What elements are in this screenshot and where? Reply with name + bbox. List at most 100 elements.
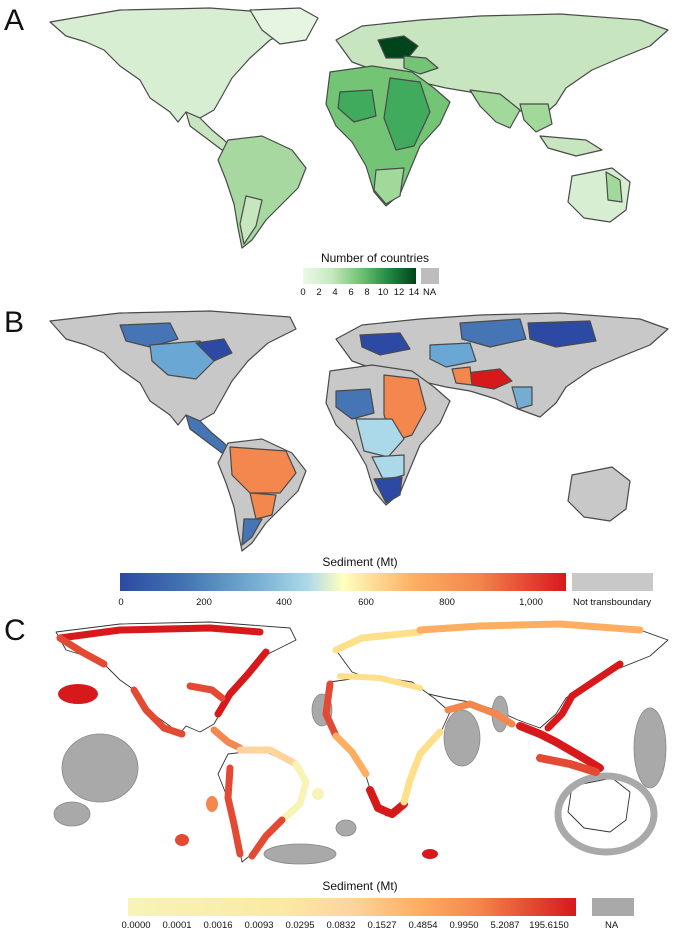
tick-c-4: 0.0295 [285,920,315,931]
coast-argentina [248,816,286,860]
basin-southern-africa [373,476,403,504]
coast-east-africa [400,728,444,806]
region-central-america [185,111,233,151]
panel-label-a: A [4,4,25,37]
colorbar-b [120,573,566,591]
tick-c-1: 0.0001 [162,920,192,931]
island-zone-atlantic [312,788,324,800]
region-central-america [185,414,233,454]
coast-alaska [56,634,108,668]
region-australia-east [605,171,623,203]
island-zone-madagascar [422,849,438,859]
coast-gulf-mexico [186,682,226,702]
tick-c-3: 0.0093 [244,920,274,931]
tick-c-0: 0.0000 [121,920,151,931]
tick-a-4: 8 [364,287,370,298]
tick-c-6: 0.1527 [367,920,397,931]
coast-indonesia [536,754,600,776]
basin-siberia-a [459,318,527,348]
legend-title-c: Sediment (Mt) [322,879,398,893]
na-zone-atlantic-2 [335,819,357,837]
coast-chile [224,764,244,858]
tick-a-2: 4 [332,287,338,298]
region-southeast-asia [519,103,553,133]
basin-indus [451,366,473,386]
tick-b-0: 0 [118,597,124,608]
coast-arabia-india [444,700,516,728]
landmass-australia [567,777,631,833]
coast-southeast-asia [516,722,604,772]
tick-a-0: 0 [300,287,306,298]
landmass-north-america [55,621,297,737]
na-swatch-a [421,268,439,284]
coast-africa-gulf-guinea [332,732,370,778]
na-zone-pacific-2 [53,801,91,827]
tick-c-8: 0.9950 [449,920,479,931]
coast-east-asia [544,660,624,732]
region-southern-cone [239,195,263,245]
na-swatch-b [572,573,653,591]
tick-b-4: 800 [439,597,455,608]
region-niger-basin [337,89,377,123]
panel-label-c: C [4,614,26,647]
tick-c-2: 0.0016 [203,920,233,931]
basin-north-america-c [195,338,233,362]
basin-siberia-b [527,320,597,348]
tick-a-7: 14 [408,287,420,298]
basin-north-america-a [119,322,179,348]
tick-b-5: 1,000 [519,597,543,608]
tick-b-2: 400 [276,597,292,608]
basin-europe [359,332,411,356]
basin-central-asia [429,342,477,368]
tick-a-1: 2 [316,287,322,298]
tick-c-7: 0.4854 [408,920,438,931]
island-zone-pacific [175,834,189,846]
island-zone-galapagos [206,796,218,812]
coast-brazil [278,760,310,824]
region-south-asia [469,89,521,129]
tick-a-5: 10 [377,287,389,298]
colorbar-c [128,898,576,916]
coast-mediterranean [337,673,423,691]
region-eastern-europe-dark [377,35,419,59]
na-zone-west-pacific [633,707,667,789]
legend-title-a: Number of countries [320,251,430,265]
colorbar-a [303,268,416,284]
landmass-australia [567,466,631,522]
island-zone-hawaii [58,684,98,704]
region-indonesia [539,135,603,157]
region-europe-mid [403,55,439,75]
basin-mekong [511,386,533,410]
na-zone-australia-ring [554,772,658,856]
basin-congo [355,418,405,458]
coast-us-east [214,648,270,718]
tick-c-5: 0.0832 [326,920,356,931]
basin-south-america-south [241,518,263,546]
na-zone-pacific-3 [263,843,337,865]
na-label-a: NA [423,287,437,298]
basin-niger [335,388,375,420]
tick-b-1: 200 [196,597,212,608]
tick-c-9: 5.2087 [490,920,520,931]
legend-title-b: Sediment (Mt) [322,555,398,569]
basin-parana [249,492,277,520]
map-panel-c [53,620,669,865]
map-panel-a [49,7,669,249]
map-panel-b [49,310,669,552]
coast-siberia [416,620,644,634]
coast-us-west [130,686,186,738]
na-label-b: Not transboundary [573,597,652,608]
basin-north-america-b [149,340,215,380]
basin-amazon [229,446,297,494]
coast-africa-west [322,680,340,740]
tick-c-10: 195.6150 [529,920,569,931]
coast-south-america-north [236,746,300,768]
panel-label-b: B [4,306,25,339]
coast-europe-north [332,628,424,654]
coast-caribbean [210,726,244,752]
basin-zambezi [371,454,405,482]
region-southern-africa [373,167,405,205]
region-greenland [249,7,319,45]
landmass-south-america [217,135,307,249]
na-swatch-c [592,898,634,916]
